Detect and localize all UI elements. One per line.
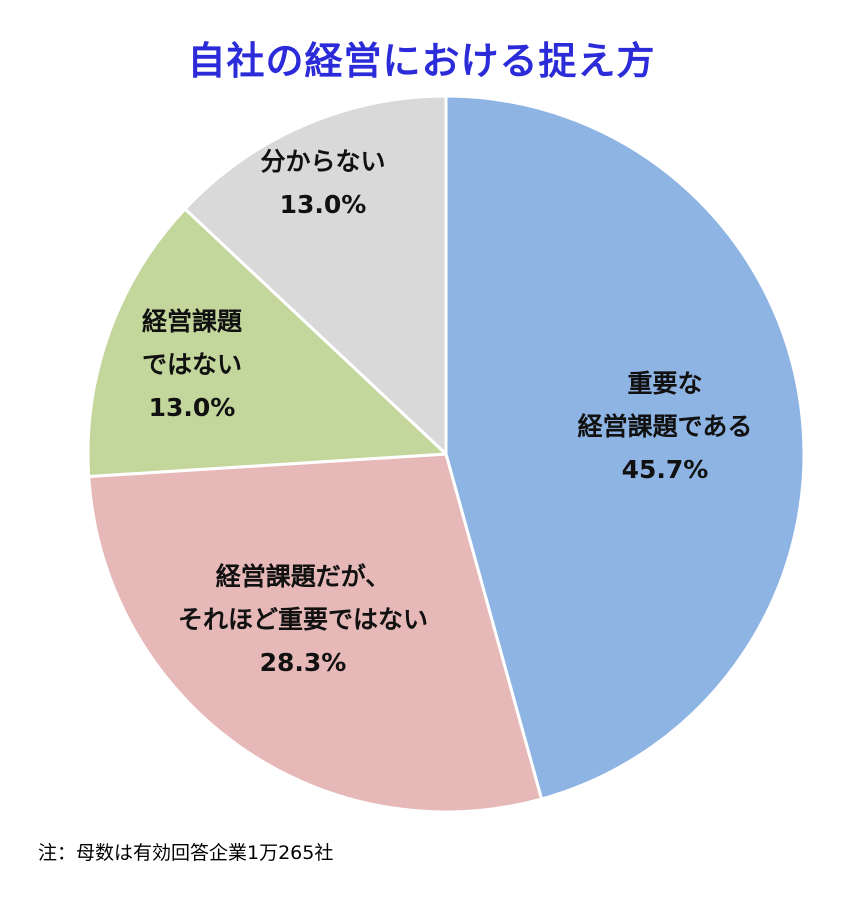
slice-value-label-3: 13.0% — [280, 190, 367, 219]
footnote: 注：母数は有効回答企業1万265社 — [38, 842, 334, 864]
pie-slice-3 — [183, 94, 448, 456]
slice-value-label-2: 13.0% — [149, 393, 236, 422]
pie-slice-2 — [86, 207, 448, 478]
pie-slices — [86, 94, 806, 814]
slice-label-2-line-0: 経営課題 — [142, 307, 243, 336]
slice-value-label-1: 28.3% — [260, 648, 347, 677]
slice-label-0-line-1: 経営課題である — [578, 412, 753, 441]
pie-slice-0 — [444, 94, 806, 801]
slice-label-2-line-1: ではない — [142, 350, 242, 379]
slice-label-3-line-0: 分からない — [260, 147, 385, 176]
slice-label-0-line-0: 重要な — [627, 369, 702, 398]
slice-value-label-0: 45.7% — [622, 455, 709, 484]
slice-label-1-line-0: 経営課題だが、 — [216, 562, 391, 591]
chart-title: 自社の経営における捉え方 — [187, 39, 656, 83]
slice-label-1-line-1: それほど重要ではない — [178, 605, 428, 634]
pie-slice-1 — [87, 452, 544, 814]
